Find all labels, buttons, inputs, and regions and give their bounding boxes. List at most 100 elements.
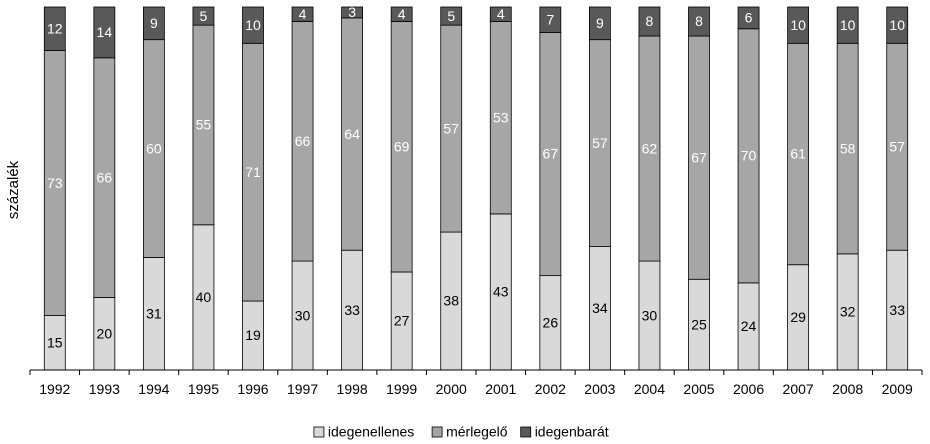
legend-swatch-idegenellenes bbox=[313, 426, 325, 438]
data-label-idegenellenes-2000: 38 bbox=[443, 293, 459, 309]
bar-segment-idegenbarát-2002 bbox=[539, 6, 562, 33]
legend-swatch-mérlegelő bbox=[431, 426, 443, 438]
bar-segment-idegenbarát-1996 bbox=[242, 6, 264, 44]
data-label-idegenellenes-2005: 25 bbox=[691, 316, 707, 332]
bar-segment-idegenbarát-2004 bbox=[638, 6, 661, 37]
x-tick-label-2005: 2005 bbox=[683, 381, 714, 397]
data-label-idegenellenes-1997: 30 bbox=[295, 307, 311, 323]
y-axis-label: százalék bbox=[5, 160, 22, 219]
data-label-mérlegelő-2007: 61 bbox=[790, 146, 806, 162]
legend: idegenellenes mérlegelő idegenbarát bbox=[313, 424, 609, 440]
bar-segment-idegenbarát-2008 bbox=[836, 6, 859, 44]
x-tick-label-2004: 2004 bbox=[634, 381, 665, 397]
legend-label-idegenellenes: idegenellenes bbox=[328, 424, 414, 440]
bar-segment-idegenbarát-2000 bbox=[440, 6, 463, 26]
data-label-idegenbarát-2004: 8 bbox=[646, 13, 654, 29]
x-tick-label-1999: 1999 bbox=[386, 381, 417, 397]
data-label-idegenellenes-1994: 31 bbox=[146, 305, 162, 321]
data-label-idegenbarát-1992: 12 bbox=[47, 20, 63, 36]
data-label-idegenbarát-2006: 6 bbox=[745, 10, 753, 26]
data-label-mérlegelő-2009: 57 bbox=[889, 138, 905, 154]
data-label-idegenbarát-2005: 8 bbox=[695, 13, 703, 29]
bar-segment-idegenbarát-2006 bbox=[737, 6, 760, 30]
data-label-idegenbarát-2001: 4 bbox=[497, 6, 505, 22]
x-tick-label-1997: 1997 bbox=[287, 381, 318, 397]
x-axis: 1992 1993 1994 1995 1996 1997 1998 1999 2000 2001… bbox=[29, 369, 923, 397]
x-tick-label-1995: 1995 bbox=[188, 381, 219, 397]
x-tick-label-2008: 2008 bbox=[832, 381, 863, 397]
data-label-idegenellenes-2004: 30 bbox=[642, 307, 658, 323]
x-tick-label-2009: 2009 bbox=[882, 381, 913, 397]
data-label-idegenbarát-1997: 4 bbox=[299, 6, 307, 22]
data-label-idegenellenes-1999: 27 bbox=[394, 313, 410, 329]
data-label-mérlegelő-2005: 67 bbox=[691, 149, 707, 165]
x-tick-label-1998: 1998 bbox=[337, 381, 368, 397]
data-label-mérlegelő-1999: 69 bbox=[394, 138, 410, 154]
x-tick-label-2007: 2007 bbox=[783, 381, 814, 397]
data-label-idegenellenes-1992: 15 bbox=[47, 334, 63, 350]
bar-segment-idegenbarát-2009 bbox=[886, 6, 909, 44]
data-label-mérlegelő-2008: 58 bbox=[840, 140, 856, 156]
x-tick-label-2003: 2003 bbox=[584, 381, 615, 397]
data-label-idegenellenes-2003: 34 bbox=[592, 300, 608, 316]
plot-area: 1573122066143160940555197110306643364327… bbox=[43, 4, 909, 371]
bar-segment-idegenbarát-1998 bbox=[341, 6, 364, 19]
data-label-idegenbarát-1995: 5 bbox=[200, 8, 208, 24]
data-label-mérlegelő-1994: 60 bbox=[146, 140, 162, 156]
x-tick-label-2002: 2002 bbox=[535, 381, 566, 397]
data-label-mérlegelő-1998: 64 bbox=[344, 126, 360, 142]
x-tick-label-1996: 1996 bbox=[237, 381, 268, 397]
bar-segment-idegenbarát-2007 bbox=[787, 6, 810, 44]
x-tick-label-1994: 1994 bbox=[138, 381, 169, 397]
data-label-idegenbarát-2009: 10 bbox=[889, 17, 905, 33]
bar-segment-idegenbarát-1999 bbox=[390, 6, 413, 22]
data-label-idegenbarát-1994: 9 bbox=[150, 15, 158, 31]
data-label-mérlegelő-1997: 66 bbox=[295, 133, 311, 149]
data-label-mérlegelő-2004: 62 bbox=[642, 140, 658, 156]
legend-label-mérlegelő: mérlegelő bbox=[446, 424, 508, 440]
data-label-mérlegelő-2001: 53 bbox=[493, 109, 509, 125]
data-label-idegenbarát-2002: 7 bbox=[546, 11, 554, 27]
data-label-mérlegelő-2000: 57 bbox=[443, 120, 459, 136]
x-tick-label-2000: 2000 bbox=[436, 381, 467, 397]
bar-segment-idegenbarát-2001 bbox=[489, 6, 512, 22]
legend-label-idegenbarát: idegenbarát bbox=[535, 424, 609, 440]
data-label-mérlegelő-2006: 70 bbox=[741, 148, 757, 164]
data-label-idegenbarát-1996: 10 bbox=[245, 17, 261, 33]
data-label-idegenellenes-2007: 29 bbox=[790, 309, 806, 325]
data-label-idegenellenes-1996: 19 bbox=[245, 327, 261, 343]
bar-segment-idegenbarát-1993 bbox=[93, 6, 116, 59]
data-label-mérlegelő-2002: 67 bbox=[543, 146, 559, 162]
x-tick-label-1992: 1992 bbox=[39, 381, 70, 397]
data-label-idegenellenes-2006: 24 bbox=[741, 318, 757, 334]
data-label-idegenbarát-2003: 9 bbox=[596, 15, 604, 31]
data-label-mérlegelő-1993: 66 bbox=[97, 169, 113, 185]
data-label-idegenbarát-2008: 10 bbox=[840, 17, 856, 33]
data-label-mérlegelő-1996: 71 bbox=[245, 164, 261, 180]
data-label-idegenellenes-1998: 33 bbox=[344, 302, 360, 318]
data-label-idegenbarát-2007: 10 bbox=[790, 17, 806, 33]
data-label-idegenbarát-1999: 4 bbox=[398, 6, 406, 22]
data-label-mérlegelő-1992: 73 bbox=[47, 175, 63, 191]
data-label-idegenellenes-2009: 33 bbox=[889, 302, 905, 318]
x-tick-label-2001: 2001 bbox=[485, 381, 516, 397]
data-label-idegenellenes-2002: 26 bbox=[543, 315, 559, 331]
data-label-idegenellenes-1993: 20 bbox=[97, 325, 113, 341]
x-tick-label-1993: 1993 bbox=[89, 381, 120, 397]
data-label-mérlegelő-1995: 55 bbox=[196, 117, 212, 133]
bar-segment-idegenbarát-2003 bbox=[588, 6, 611, 41]
bar-segment-idegenbarát-1997 bbox=[291, 6, 314, 22]
data-label-idegenellenes-2001: 43 bbox=[493, 284, 509, 300]
legend-swatch-idegenbarát bbox=[520, 426, 532, 438]
data-label-idegenbarát-1998: 3 bbox=[348, 4, 356, 20]
data-label-idegenbarát-2000: 5 bbox=[447, 8, 455, 24]
data-label-mérlegelő-2003: 57 bbox=[592, 135, 608, 151]
bar-segment-idegenbarát-1995 bbox=[192, 6, 215, 26]
bar-segment-idegenbarát-2005 bbox=[688, 6, 710, 37]
data-label-idegenellenes-1995: 40 bbox=[196, 289, 212, 305]
data-label-idegenbarát-1993: 14 bbox=[97, 24, 113, 40]
data-label-idegenellenes-2008: 32 bbox=[840, 304, 856, 320]
bar-segment-idegenbarát-1992 bbox=[43, 6, 66, 51]
bar-segment-idegenbarát-1994 bbox=[142, 6, 165, 41]
